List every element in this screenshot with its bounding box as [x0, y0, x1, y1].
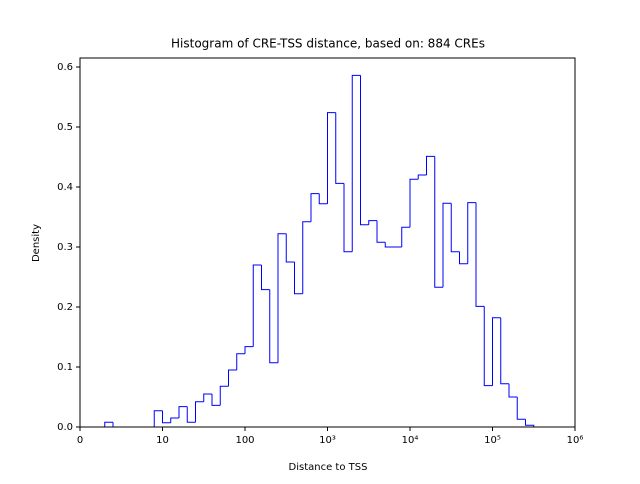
histogram-step [203, 393, 212, 402]
histogram-step [483, 306, 493, 387]
histogram-step [170, 417, 180, 423]
histogram-step [310, 193, 320, 222]
histogram-step [178, 406, 188, 418]
histogram-step [269, 289, 279, 364]
x-tick-label: 10⁶ [567, 435, 584, 446]
histogram-step [426, 155, 435, 175]
histogram-step [236, 353, 245, 370]
histogram-step [211, 394, 221, 406]
y-tick-label: 0.0 [57, 422, 73, 433]
histogram-step [277, 233, 287, 363]
y-tick-label: 0.1 [57, 362, 73, 373]
histogram-step [467, 202, 476, 264]
x-tick-label: 10⁵ [484, 435, 501, 446]
x-tick-label: 0 [77, 435, 83, 446]
histogram-step [335, 112, 345, 184]
histogram-step [228, 369, 237, 387]
x-axis-label: Distance to TSS [289, 462, 368, 473]
y-tick-label: 0.6 [57, 62, 73, 73]
plot-frame [79, 57, 576, 428]
y-tick-label: 0.4 [57, 182, 73, 193]
histogram-step [516, 397, 526, 420]
histogram-step [442, 202, 452, 288]
histogram-step [244, 346, 254, 354]
x-tick-label: 10³ [319, 435, 336, 446]
histogram-step [327, 112, 336, 204]
histogram-step [302, 221, 312, 294]
histogram-step [368, 220, 377, 225]
histogram-step [475, 202, 485, 307]
histogram-step [104, 421, 113, 427]
x-tick-label: 10⁴ [402, 435, 419, 446]
x-tick-label: 10 [156, 435, 169, 446]
histogram-step [401, 226, 410, 247]
histogram-step [343, 183, 353, 253]
histogram-step [459, 251, 468, 265]
histogram-step [285, 233, 295, 263]
x-tick-label: 100 [235, 435, 254, 446]
y-tick-label: 0.3 [57, 242, 73, 253]
y-tick-label: 0.2 [57, 302, 73, 313]
histogram-step [384, 242, 394, 248]
histogram-step [434, 156, 443, 288]
histogram-step [195, 401, 204, 423]
histogram-step [360, 75, 369, 226]
histogram-step [261, 265, 270, 291]
histogram-step [252, 264, 262, 347]
histogram-step [186, 406, 196, 423]
histogram-step [153, 410, 163, 427]
histogram-step [351, 74, 361, 252]
histogram-step [492, 317, 501, 386]
histogram-step [500, 317, 509, 385]
histogram-step [318, 193, 328, 205]
histogram-step [219, 385, 229, 406]
histogram-step [525, 419, 535, 427]
histogram-step [450, 203, 460, 253]
histogram-step [409, 178, 419, 228]
y-tick-label: 0.5 [57, 122, 73, 133]
histogram-step [293, 262, 303, 295]
histogram-step [417, 174, 427, 180]
y-axis-label: Density [31, 224, 42, 262]
histogram-step [162, 410, 171, 424]
chart-title: Histogram of CRE-TSS distance, based on:… [171, 37, 485, 51]
histogram-step [376, 220, 386, 243]
histogram-step [508, 383, 518, 398]
